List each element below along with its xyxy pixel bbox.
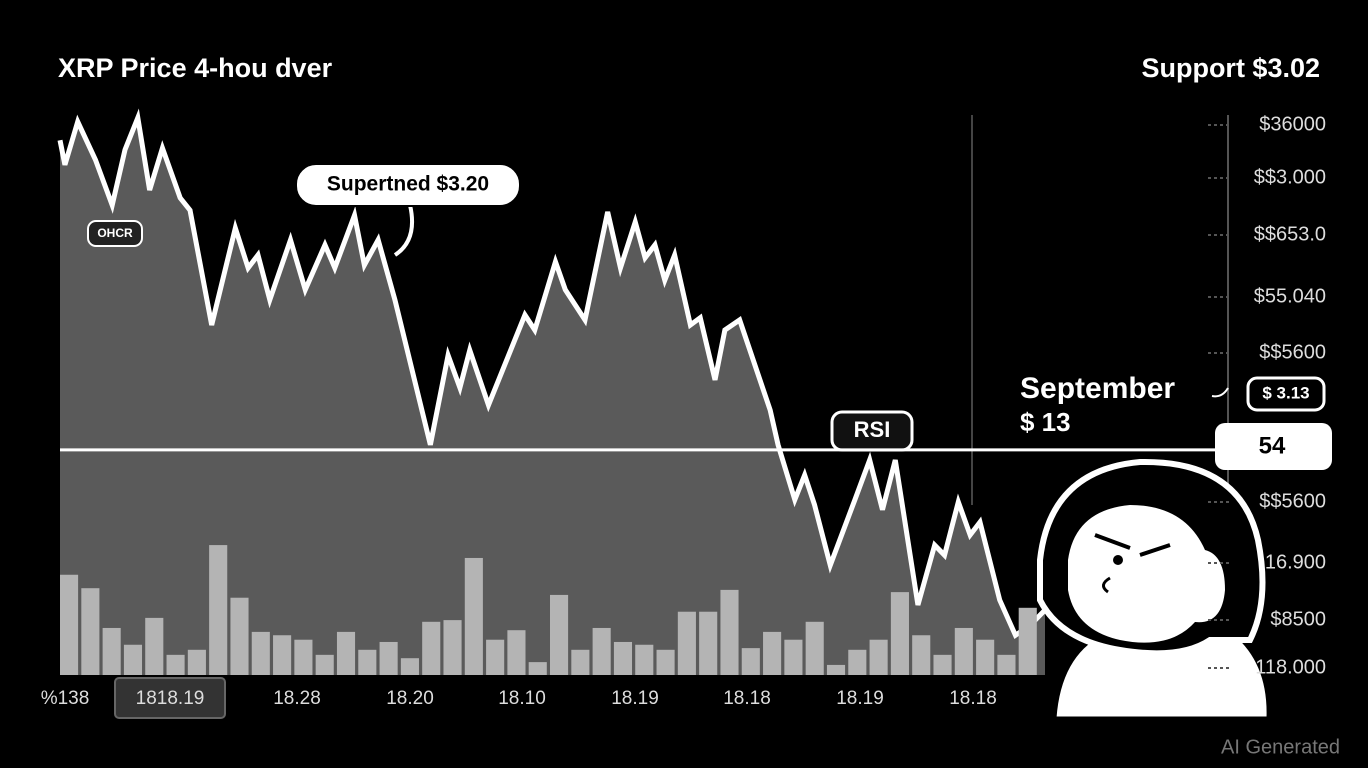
volume-bar xyxy=(720,589,739,675)
character-nose xyxy=(1102,576,1111,594)
character-brows xyxy=(1094,533,1171,557)
chart-title: XRP Price 4-hou dver xyxy=(58,53,333,83)
x-tick-label: 18.10 xyxy=(498,688,546,709)
x-tick-label: 18.28 xyxy=(273,688,321,709)
volume-bar xyxy=(784,639,803,675)
x-tick-label: %138 xyxy=(41,688,90,709)
volume-bar xyxy=(805,621,824,675)
volume-bar xyxy=(912,635,931,675)
y-tick-label: $$3.000 xyxy=(1254,166,1326,188)
value-box-text: 54 xyxy=(1259,432,1286,459)
volume-bar xyxy=(379,641,398,675)
volume-bar xyxy=(848,649,867,675)
volume-bar xyxy=(507,630,526,675)
volume-bar xyxy=(1018,607,1037,675)
x-tick-label: 18.19 xyxy=(611,688,659,709)
y-tick-label: $$653.0 xyxy=(1254,223,1326,245)
volume-bar xyxy=(890,592,909,675)
x-tick-label: 18.20 xyxy=(386,688,434,709)
volume-bar xyxy=(422,621,441,675)
volume-bar xyxy=(635,644,654,675)
x-tick-label: 18.19 xyxy=(836,688,884,709)
volume-bar xyxy=(358,649,377,675)
x-tick-label: 18.18 xyxy=(949,688,997,709)
volume-bar xyxy=(954,627,973,675)
volume-bar xyxy=(699,611,718,675)
volume-bar xyxy=(443,620,462,675)
volume-bar xyxy=(464,557,483,675)
volume-bar xyxy=(656,649,675,675)
volume-bar xyxy=(209,545,228,675)
badge-text: OHCR xyxy=(97,226,133,240)
month-label: September xyxy=(1020,372,1175,405)
callout-box xyxy=(295,163,521,207)
y-tick-label: 16.900 xyxy=(1265,551,1326,573)
volume-bar xyxy=(294,639,313,675)
price-box xyxy=(1246,376,1326,412)
volume-bar xyxy=(273,635,292,675)
volume-bar xyxy=(592,627,611,675)
y-tick-label: $36000 xyxy=(1259,113,1326,135)
volume-bar xyxy=(102,627,121,675)
price-box-text: $ 3.13 xyxy=(1262,383,1309,402)
badge xyxy=(87,220,143,247)
character-eye xyxy=(1113,555,1123,565)
volume-bar xyxy=(166,654,185,675)
callout-text: Supertned $3.20 xyxy=(327,173,489,196)
volume-bar xyxy=(230,597,249,675)
volume-bar xyxy=(81,588,100,675)
volume-bar xyxy=(997,654,1016,675)
volume-bar xyxy=(826,664,846,675)
y-tick-label: 118.000 xyxy=(1255,656,1326,678)
plot-area xyxy=(57,108,1047,676)
volume-bar xyxy=(315,654,334,675)
y-tick-label: $$5600 xyxy=(1259,341,1326,363)
callout-tail xyxy=(393,204,415,257)
volume-bar xyxy=(123,644,143,675)
volume-bar xyxy=(933,654,952,675)
volume-bar xyxy=(187,649,206,675)
x-label-highlight xyxy=(114,677,226,719)
volume-bar xyxy=(571,649,590,675)
volume-bar xyxy=(60,574,79,675)
volume-bar xyxy=(400,658,419,675)
price-area xyxy=(60,117,1045,676)
volume-bar xyxy=(145,617,164,675)
price-line xyxy=(57,108,1047,639)
x-tick-label: 1818.19 xyxy=(136,688,205,709)
volume-bar xyxy=(869,639,888,675)
support-label: Support $3.02 xyxy=(1141,53,1320,83)
volume-bar xyxy=(251,631,270,675)
arrow xyxy=(1211,387,1229,398)
volume-bar xyxy=(741,648,760,675)
value-box xyxy=(1215,423,1332,470)
volume-bar xyxy=(976,639,995,675)
volume-bar xyxy=(336,631,356,675)
volume-bar xyxy=(613,641,633,675)
y-tick-label: $8500 xyxy=(1270,608,1326,630)
volume-bar xyxy=(486,639,505,675)
rsi-label: RSI xyxy=(854,417,891,442)
volume-bar xyxy=(677,611,696,675)
y-tick-label: $$5600 xyxy=(1259,490,1326,512)
y-tick-label: $55.040 xyxy=(1254,285,1326,307)
watermark: AI Generated xyxy=(1221,736,1340,758)
x-tick-label: 18.18 xyxy=(723,688,771,709)
volume-bar xyxy=(550,594,569,675)
volume-bar xyxy=(763,631,782,675)
character xyxy=(1037,458,1270,720)
volume-bar xyxy=(528,662,547,675)
month-value: $ 13 xyxy=(1020,407,1071,437)
